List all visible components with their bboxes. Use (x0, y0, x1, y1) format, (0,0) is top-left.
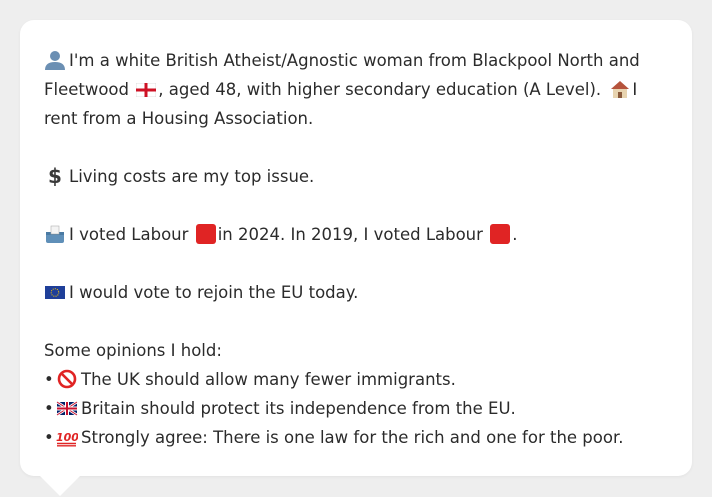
red-square-icon (195, 224, 216, 244)
intro-text-c: I rent from a Housing Association. (44, 80, 638, 128)
issue-text: Living costs are my top issue. (69, 167, 315, 186)
persona-card: I'm a white British Atheist/Agnostic wom… (20, 20, 692, 476)
flag-eu-icon (45, 286, 65, 299)
intro-text-b: , aged 48, with higher secondary educati… (158, 80, 602, 99)
opinions-heading: Some opinions I hold: (44, 341, 222, 360)
list-item: • Britain should protect its independenc… (44, 394, 668, 423)
vote-text-b: in 2024. In 2019, I voted Labour (217, 225, 483, 244)
opinion-text: Strongly agree: There is one law for the… (81, 428, 624, 447)
intro-text-a: I'm a white British Atheist/Agnostic wom… (44, 51, 640, 99)
hundred-points-icon: 100 (56, 431, 78, 447)
list-item: • 100 Strongly agree: There is one law f… (44, 423, 668, 452)
intro-paragraph: I'm a white British Atheist/Agnostic wom… (44, 46, 668, 133)
person-silhouette-icon (45, 51, 65, 70)
bullet-dot: • (44, 399, 54, 418)
speech-bubble-tail (40, 476, 80, 496)
opinion-text: The UK should allow many fewer immigrant… (81, 370, 456, 389)
issue-paragraph: $ Living costs are my top issue. (44, 162, 668, 191)
vote-text-c: . (512, 225, 518, 244)
vote-paragraph: I voted Labour in 2024. In 2019, I voted… (44, 220, 668, 249)
flag-england-icon (136, 83, 157, 97)
house-icon (611, 81, 630, 98)
bullet-dot: • (44, 370, 54, 389)
vote-text-a: I voted Labour (69, 225, 189, 244)
svg-text:$: $ (48, 166, 62, 186)
bullet-dot: • (44, 428, 54, 447)
no-entry-icon (57, 369, 77, 389)
svg-text:100: 100 (56, 431, 78, 444)
ballot-box-icon (46, 225, 64, 243)
dollar-icon: $ (48, 166, 62, 186)
opinion-text: Britain should protect its independence … (81, 399, 516, 418)
flag-uk-icon (56, 400, 78, 417)
list-item: • The UK should allow many fewer immigra… (44, 365, 668, 394)
persona-text: I'm a white British Atheist/Agnostic wom… (44, 46, 668, 452)
red-square-icon (490, 224, 511, 244)
eu-paragraph: I would vote to rejoin the EU today. (44, 278, 668, 307)
eu-text: I would vote to rejoin the EU today. (69, 283, 359, 302)
